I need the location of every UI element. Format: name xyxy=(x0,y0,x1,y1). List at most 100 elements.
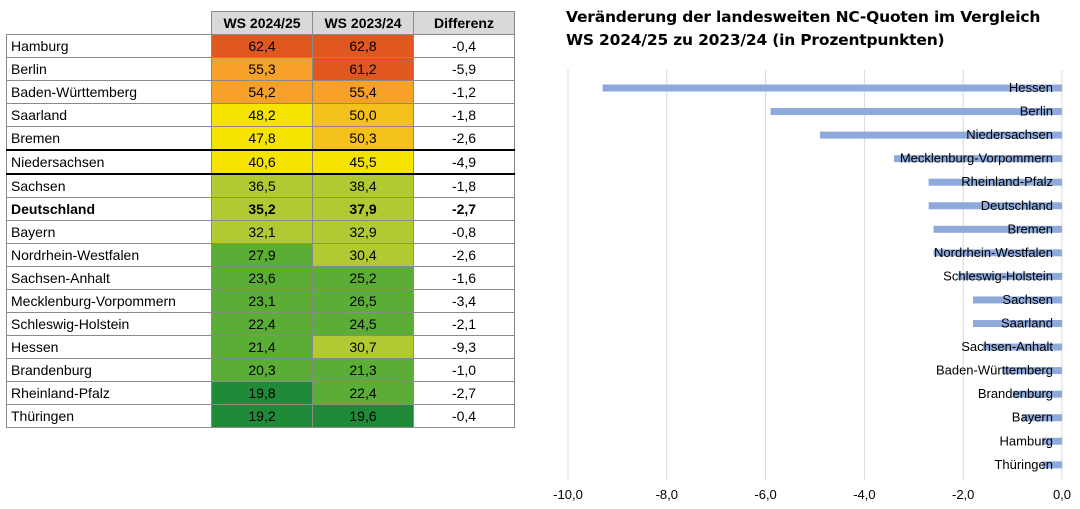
x-tick-label: 0,0 xyxy=(1053,487,1071,502)
row-diff: -2,1 xyxy=(413,312,515,336)
table-row: Hamburg 62,4 62,8 -0,4 xyxy=(6,34,515,58)
chart-bar xyxy=(770,108,1062,116)
table-row: Thüringen 19,2 19,6 -0,4 xyxy=(6,404,515,428)
row-ws2425: 22,4 xyxy=(211,312,313,336)
bar-category-label: Baden-Württemberg xyxy=(936,363,1053,378)
row-diff: -2,6 xyxy=(413,126,515,151)
row-diff: -0,8 xyxy=(413,220,515,244)
row-name: Thüringen xyxy=(6,404,212,428)
bar-category-label: Rheinland-Pfalz xyxy=(961,174,1053,189)
chart-bar xyxy=(1002,367,1062,375)
bar-category-label: Sachsen-Anhalt xyxy=(961,339,1053,354)
x-tick-label: -2,0 xyxy=(952,487,974,502)
bar-category-label: Mecklenburg-Vorpommern xyxy=(900,151,1053,166)
bar-category-label: Sachsen xyxy=(1002,292,1053,307)
header-empty xyxy=(6,11,212,35)
chart-bar xyxy=(982,343,1062,351)
bar-category-label: Nordrhein-Westfalen xyxy=(934,245,1053,260)
table-row: Hessen 21,4 30,7 -9,3 xyxy=(6,335,515,359)
row-name: Hessen xyxy=(6,335,212,359)
row-name: Sachsen xyxy=(6,173,212,198)
table-header-row: WS 2024/25 WS 2023/24 Differenz xyxy=(6,11,515,35)
row-ws2425: 23,6 xyxy=(211,266,313,290)
table-row: Niedersachsen 40,6 45,5 -4,9 xyxy=(6,149,515,175)
row-ws2425: 23,1 xyxy=(211,289,313,313)
chart-bar xyxy=(958,272,1062,280)
chart-title-line-2: WS 2024/25 zu 2023/24 (in Prozentpunkten… xyxy=(566,31,945,49)
row-diff: -1,0 xyxy=(413,358,515,382)
chart-bar xyxy=(1042,437,1062,445)
bar-category-label: Hessen xyxy=(1009,80,1053,95)
chart-bar xyxy=(1012,390,1062,398)
chart-bar xyxy=(973,320,1062,327)
row-diff: -9,3 xyxy=(413,335,515,359)
row-ws2425: 20,3 xyxy=(211,358,313,382)
nc-quota-table: WS 2024/25 WS 2023/24 Differenz Hamburg 6… xyxy=(6,11,515,428)
table-row: Saarland 48,2 50,0 -1,8 xyxy=(6,103,515,127)
chart-bar xyxy=(928,202,1062,210)
row-name: Hamburg xyxy=(6,34,212,58)
chart-bars xyxy=(602,84,1062,469)
row-ws2324: 45,5 xyxy=(312,149,414,175)
row-ws2425: 19,2 xyxy=(211,404,313,428)
row-ws2324: 50,0 xyxy=(312,103,414,127)
bar-category-label: Brandenburg xyxy=(978,386,1053,401)
chart-bar xyxy=(819,131,1062,139)
row-name: Deutschland xyxy=(6,197,212,221)
row-name: Niedersachsen xyxy=(6,149,212,175)
row-name: Mecklenburg-Vorpommern xyxy=(6,289,212,313)
row-name: Bayern xyxy=(6,220,212,244)
row-ws2324: 30,4 xyxy=(312,243,414,267)
row-ws2324: 30,7 xyxy=(312,335,414,359)
row-name: Nordrhein-Westfalen xyxy=(6,243,212,267)
chart-bar xyxy=(1042,461,1062,469)
header-ws2324: WS 2023/24 xyxy=(312,11,414,35)
chart-bar xyxy=(602,84,1062,92)
row-ws2425: 35,2 xyxy=(211,197,313,221)
row-ws2324: 21,3 xyxy=(312,358,414,382)
row-name: Rheinland-Pfalz xyxy=(6,381,212,405)
row-ws2324: 19,6 xyxy=(312,404,414,428)
x-tick-label: -10,0 xyxy=(553,487,583,502)
row-diff: -0,4 xyxy=(413,34,515,58)
table-row: Baden-Württemberg 54,2 55,4 -1,2 xyxy=(6,80,515,104)
bar-category-label: Berlin xyxy=(1020,104,1053,119)
change-bar-chart: Hessen Berlin Niedersachsen Mecklenburg-Vor… xyxy=(553,70,1071,502)
table-row: Deutschland 35,2 37,9 -2,7 xyxy=(6,197,515,221)
row-ws2324: 24,5 xyxy=(312,312,414,336)
row-ws2324: 22,4 xyxy=(312,381,414,405)
row-name: Schleswig-Holstein xyxy=(6,312,212,336)
row-ws2324: 37,9 xyxy=(312,197,414,221)
row-ws2425: 36,5 xyxy=(211,173,313,198)
table-row: Rheinland-Pfalz 19,8 22,4 -2,7 xyxy=(6,381,515,405)
chart-title-line-1: Veränderung der landesweiten NC-Quoten i… xyxy=(566,8,1041,26)
row-diff: -4,9 xyxy=(413,149,515,175)
row-ws2425: 21,4 xyxy=(211,335,313,359)
chart-title: Veränderung der landesweiten NC-Quoten i… xyxy=(566,6,1076,52)
bar-category-label: Thüringen xyxy=(994,457,1053,472)
chart-bar xyxy=(973,296,1062,304)
row-ws2425: 54,2 xyxy=(211,80,313,104)
x-tick-label: -6,0 xyxy=(754,487,776,502)
row-ws2324: 26,5 xyxy=(312,289,414,313)
row-diff: -0,4 xyxy=(413,404,515,428)
row-name: Brandenburg xyxy=(6,358,212,382)
row-ws2425: 48,2 xyxy=(211,103,313,127)
chart-bar xyxy=(928,178,1062,186)
header-diff: Differenz xyxy=(413,11,515,35)
row-name: Baden-Württemberg xyxy=(6,80,212,104)
row-diff: -1,2 xyxy=(413,80,515,104)
row-name: Sachsen-Anhalt xyxy=(6,266,212,290)
row-ws2425: 47,8 xyxy=(211,126,313,151)
row-ws2324: 61,2 xyxy=(312,57,414,81)
header-ws2425: WS 2024/25 xyxy=(211,11,313,35)
row-ws2324: 55,4 xyxy=(312,80,414,104)
table-row: Bayern 32,1 32,9 -0,8 xyxy=(6,220,515,244)
chart-bar-labels: Hessen Berlin Niedersachsen Mecklenburg-Vor… xyxy=(900,80,1054,472)
bar-category-label: Schleswig-Holstein xyxy=(943,268,1053,283)
row-ws2425: 40,6 xyxy=(211,149,313,175)
table-row: Schleswig-Holstein 22,4 24,5 -2,1 xyxy=(6,312,515,336)
row-diff: -5,9 xyxy=(413,57,515,81)
row-ws2324: 50,3 xyxy=(312,126,414,151)
row-ws2425: 19,8 xyxy=(211,381,313,405)
